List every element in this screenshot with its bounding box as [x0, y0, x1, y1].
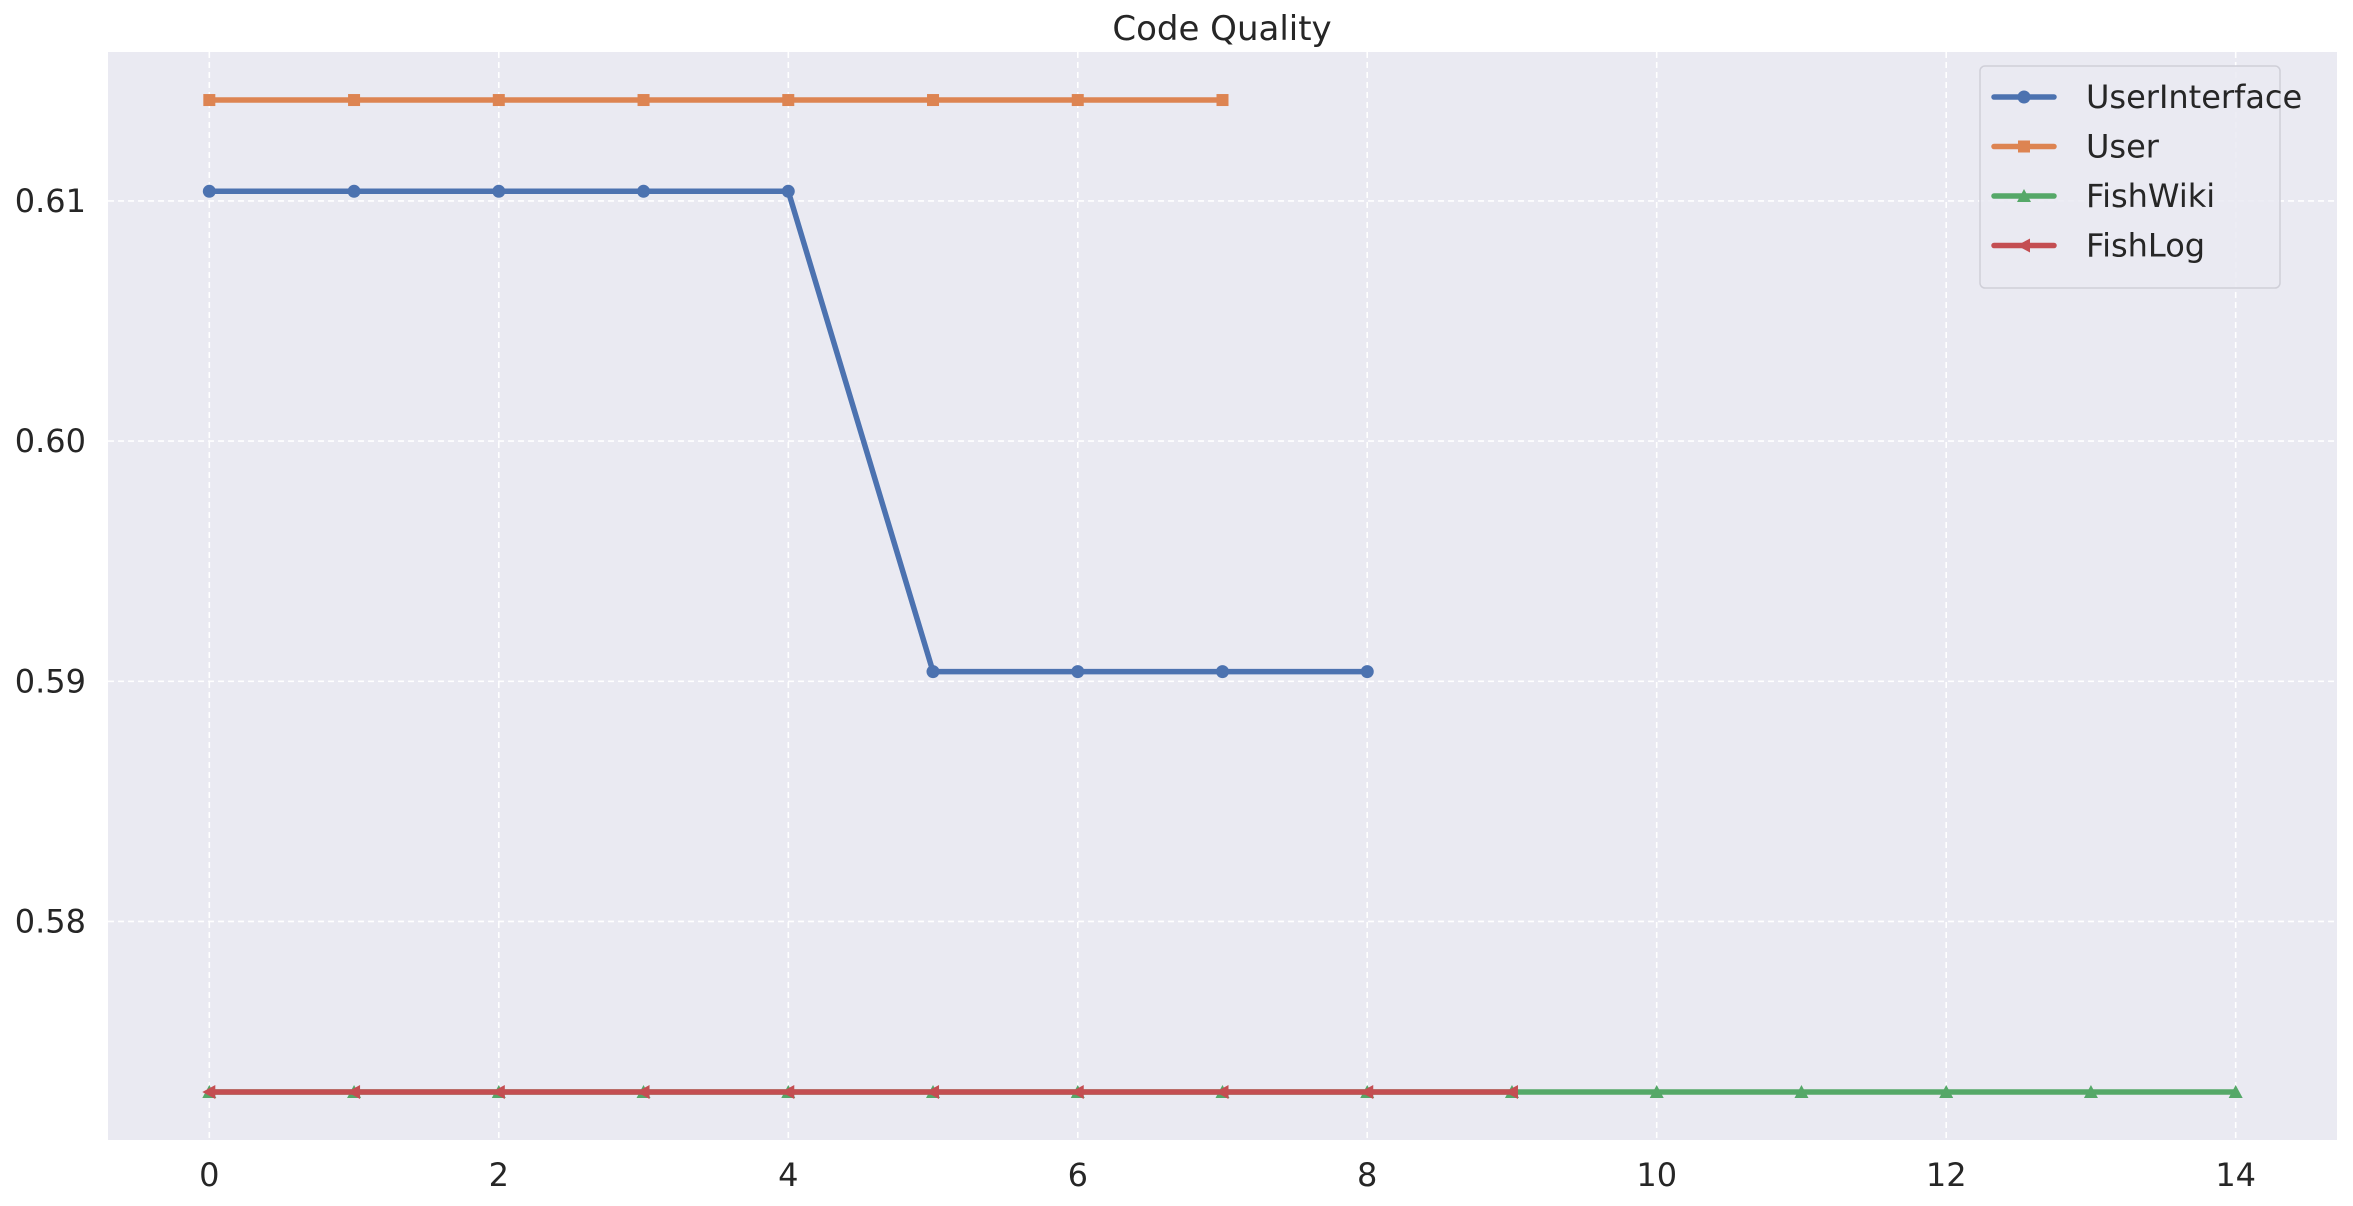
legend-swatch-marker [2017, 90, 2031, 104]
x-tick-label: 0 [199, 1156, 219, 1194]
data-point-userinterface [202, 184, 216, 198]
data-point-user [637, 94, 650, 107]
legend-label: UserInterface [2086, 78, 2302, 116]
series-userinterface [202, 184, 1374, 679]
legend-swatch-marker [2018, 140, 2030, 153]
legend-swatch-marker [2017, 238, 2030, 253]
legend-label: FishWiki [2086, 177, 2215, 215]
y-tick-label: 0.60 [15, 422, 86, 460]
data-point-fishlog [491, 1084, 505, 1099]
data-point-user [1216, 94, 1229, 107]
x-tick-label: 2 [489, 1156, 509, 1194]
series-fishlog [202, 1084, 1518, 1099]
x-tick-label: 10 [1636, 1156, 1677, 1194]
legend: UserInterface User FishWiki FishLog [1979, 65, 2302, 289]
plot-area [108, 52, 2337, 1140]
data-point-fishlog [1504, 1084, 1518, 1099]
grid-layer [108, 52, 2337, 1140]
legend-item-fishlog: FishLog [1991, 227, 2205, 265]
data-point-user [1071, 94, 1084, 107]
x-tick-label: 12 [1926, 1156, 1967, 1194]
data-point-user [782, 94, 795, 107]
data-point-userinterface [347, 184, 361, 198]
data-point-fishlog [202, 1084, 216, 1099]
data-point-fishlog [636, 1084, 650, 1099]
series-user [203, 94, 1229, 107]
data-point-userinterface [1360, 665, 1374, 679]
data-point-user [203, 94, 216, 107]
chart-title: Code Quality [1112, 9, 1331, 49]
data-point-fishlog [781, 1084, 795, 1099]
data-point-fishwiki [1794, 1084, 1809, 1098]
data-point-userinterface [926, 665, 940, 679]
legend-item-user: User [1991, 128, 2160, 166]
data-point-userinterface [1216, 665, 1229, 679]
data-point-fishwiki [2083, 1084, 2098, 1098]
data-point-user [348, 94, 361, 107]
data-point-user [492, 94, 505, 107]
legend-label: User [2086, 128, 2160, 166]
legend-frame [1979, 65, 2281, 289]
data-point-userinterface [492, 184, 506, 198]
series-layer [202, 94, 2243, 1099]
data-point-fishwiki [1649, 1084, 1664, 1098]
data-point-fishlog [926, 1084, 940, 1099]
y-axis-ticks: 0.58 0.59 0.60 0.61 [15, 182, 86, 941]
data-point-fishwiki [1939, 1084, 1954, 1098]
data-point-fishlog [1360, 1084, 1374, 1099]
y-tick-label: 0.58 [15, 902, 86, 940]
data-point-fishlog [1215, 1084, 1229, 1099]
x-tick-label: 6 [1068, 1156, 1088, 1194]
data-point-fishlog [1070, 1084, 1084, 1099]
data-point-fishlog [347, 1084, 361, 1099]
legend-label: FishLog [2086, 227, 2205, 265]
legend-item-userinterface: UserInterface [1991, 78, 2302, 116]
data-point-userinterface [781, 184, 795, 198]
legend-swatch-marker [2017, 189, 2031, 202]
data-point-user [927, 94, 940, 107]
y-tick-label: 0.59 [15, 662, 86, 700]
data-point-fishwiki [2228, 1084, 2243, 1098]
x-tick-label: 4 [778, 1156, 798, 1194]
legend-item-fishwiki: FishWiki [1991, 177, 2215, 215]
x-tick-label: 8 [1357, 1156, 1377, 1194]
data-point-userinterface [1071, 665, 1085, 679]
x-tick-label: 14 [2215, 1156, 2256, 1194]
data-point-userinterface [637, 184, 651, 198]
x-axis-ticks: 0 2 4 6 8 10 12 14 [199, 1156, 2256, 1194]
y-tick-label: 0.61 [15, 182, 86, 220]
